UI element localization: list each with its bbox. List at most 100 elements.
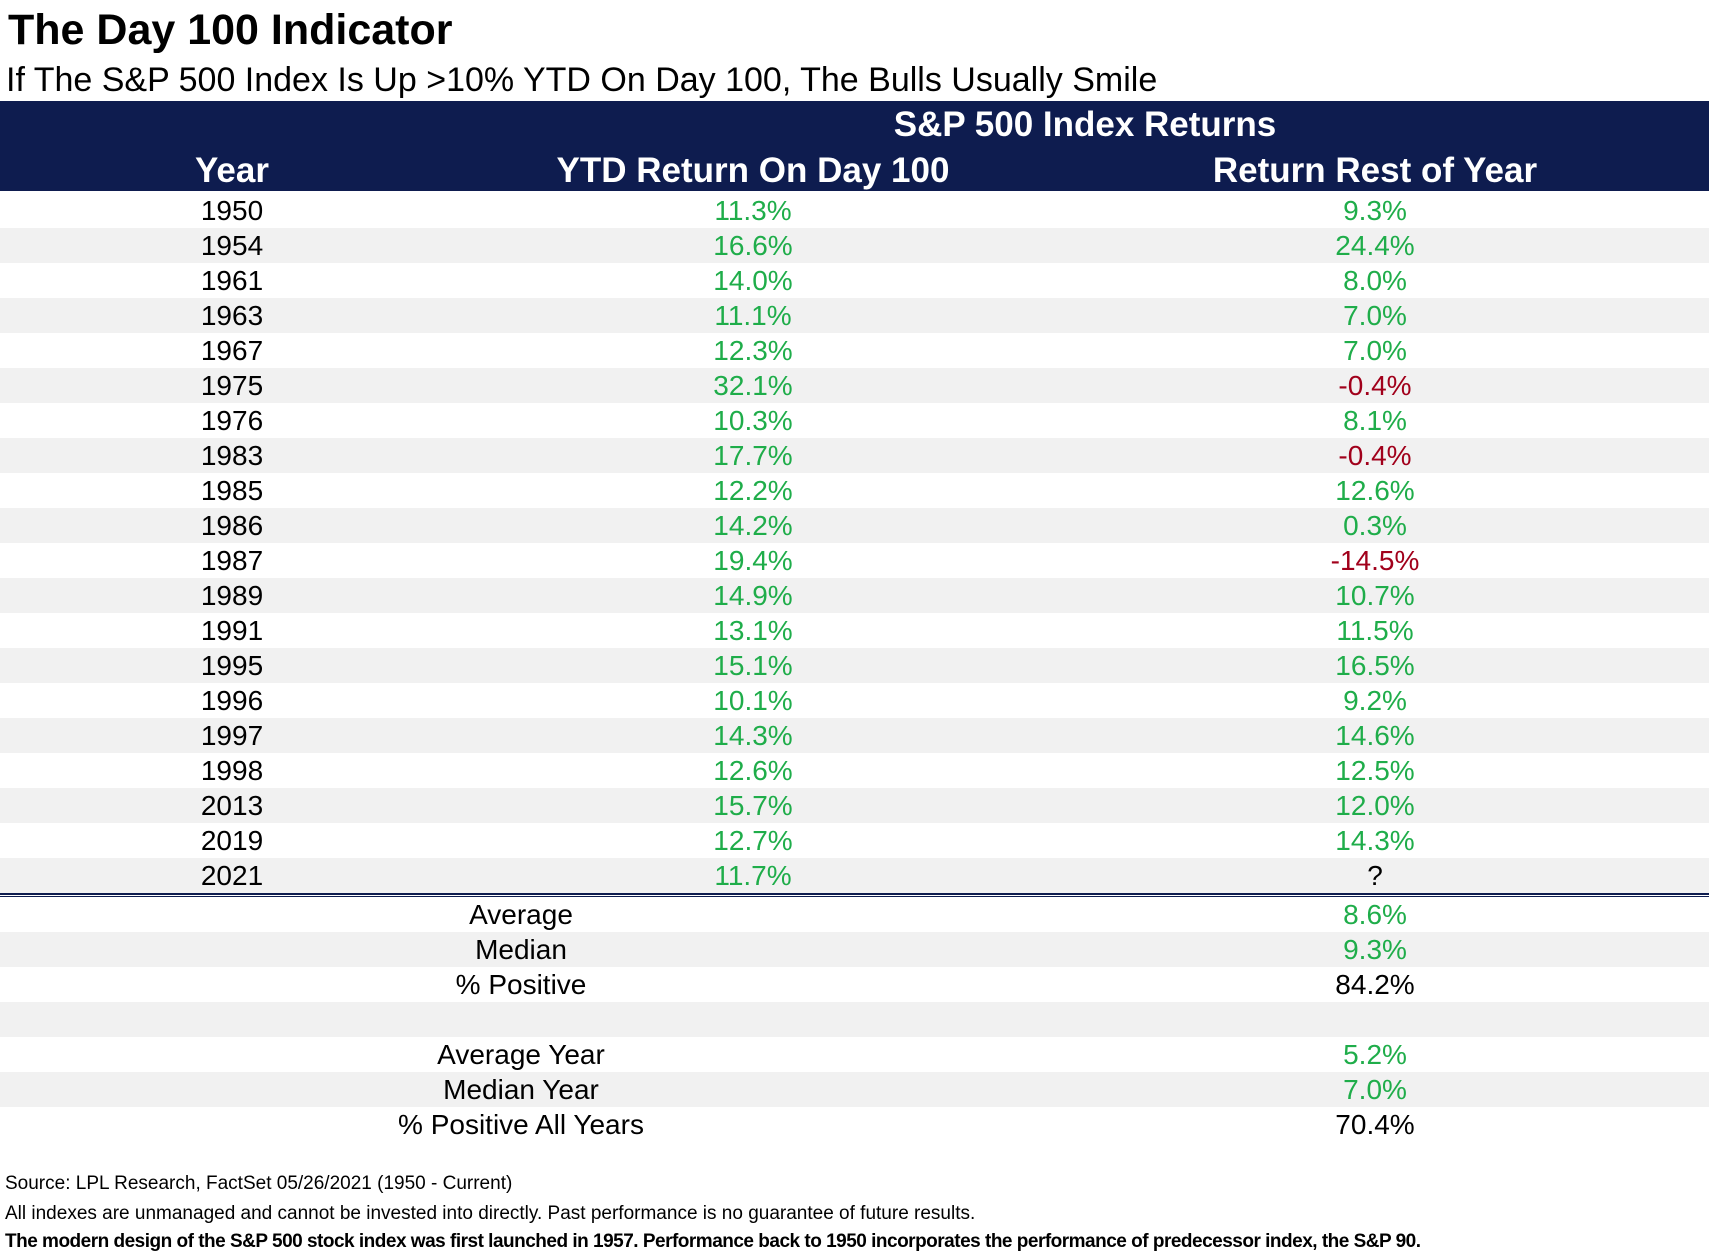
table-row: 1963 11.1% 7.0%: [0, 298, 1709, 333]
summary-value: 7.0%: [1343, 1074, 1407, 1105]
summary-row: [0, 1002, 1709, 1037]
table-row: 1967 12.3% 7.0%: [0, 333, 1709, 368]
year-cell: 1997: [200, 720, 264, 751]
ytd-return-cell: 14.0%: [713, 265, 793, 296]
summary-row: % Positive 84.2%: [0, 967, 1709, 1002]
year-cell: 1995: [200, 650, 264, 681]
year-cell: 1975: [200, 370, 264, 401]
ytd-return-cell: 14.9%: [713, 580, 793, 611]
ytd-return-cell: 12.3%: [713, 335, 793, 366]
rest-of-year-cell: -14.5%: [1330, 545, 1420, 576]
summary-value: 84.2%: [1335, 969, 1415, 1000]
ytd-return-cell: 17.7%: [713, 440, 793, 471]
ytd-return-cell: 12.2%: [713, 475, 793, 506]
rest-of-year-cell: 12.0%: [1335, 790, 1415, 821]
ytd-return-cell: 13.1%: [713, 615, 793, 646]
summary-row: Median 9.3%: [0, 932, 1709, 967]
table-body: 1950 11.3% 9.3% 1954 16.6% 24.4% 1961 14.0% 8.0%…: [0, 193, 1709, 1142]
table-row: 1995 15.1% 16.5%: [0, 648, 1709, 683]
ytd-return-cell: 16.6%: [713, 230, 793, 261]
table-row: 1989 14.9% 10.7%: [0, 578, 1709, 613]
rest-of-year-cell: 7.0%: [1343, 300, 1407, 331]
summary-row: Average Year 5.2%: [0, 1037, 1709, 1072]
ytd-return-cell: 32.1%: [713, 370, 793, 401]
ytd-return-cell: 11.1%: [714, 300, 792, 331]
summary-row: % Positive All Years 70.4%: [0, 1107, 1709, 1142]
table-row: 1975 32.1% -0.4%: [0, 368, 1709, 403]
rest-of-year-cell: 11.5%: [1336, 615, 1414, 646]
summary-divider: [0, 893, 1709, 897]
year-cell: 1954: [200, 230, 264, 261]
history-note: The modern design of the S&P 500 stock i…: [5, 1231, 1421, 1252]
year-cell: 1986: [200, 510, 264, 541]
year-cell: 1976: [200, 405, 264, 436]
table-row: 1961 14.0% 8.0%: [0, 263, 1709, 298]
page-subtitle: If The S&P 500 Index Is Up >10% YTD On D…: [6, 61, 1158, 99]
ytd-return-cell: 10.3%: [713, 405, 793, 436]
year-cell: 1950: [200, 195, 264, 226]
year-cell: 1991: [200, 615, 264, 646]
year-cell: 1987: [200, 545, 264, 576]
summary-label: Median: [475, 934, 567, 965]
table-row: 1950 11.3% 9.3%: [0, 193, 1709, 228]
column-header-year: Year: [195, 151, 269, 190]
summary-label: % Positive: [455, 969, 587, 1000]
summary-label: Average: [469, 899, 573, 930]
disclaimer-note: All indexes are unmanaged and cannot be …: [5, 1203, 976, 1224]
rest-of-year-cell: 16.5%: [1335, 650, 1415, 681]
rest-of-year-cell: ?: [1367, 860, 1383, 891]
rest-of-year-cell: 10.7%: [1335, 580, 1415, 611]
summary-value: 8.6%: [1343, 899, 1407, 930]
rest-of-year-cell: -0.4%: [1338, 440, 1412, 471]
page-title: The Day 100 Indicator: [8, 6, 453, 54]
year-cell: 2019: [200, 825, 264, 856]
ytd-return-cell: 12.6%: [713, 755, 793, 786]
group-header: S&P 500 Index Returns: [893, 105, 1277, 144]
table-row: 1985 12.2% 12.6%: [0, 473, 1709, 508]
ytd-return-cell: 14.2%: [713, 510, 793, 541]
rest-of-year-cell: 14.6%: [1335, 720, 1415, 751]
ytd-return-cell: 12.7%: [713, 825, 793, 856]
year-cell: 2013: [200, 790, 264, 821]
table-row: 1996 10.1% 9.2%: [0, 683, 1709, 718]
year-cell: 1996: [200, 685, 264, 716]
table-row: 1986 14.2% 0.3%: [0, 508, 1709, 543]
rest-of-year-cell: 14.3%: [1335, 825, 1415, 856]
year-cell: 1998: [200, 755, 264, 786]
table-row: 2019 12.7% 14.3%: [0, 823, 1709, 858]
table-row: 1997 14.3% 14.6%: [0, 718, 1709, 753]
rest-of-year-cell: 0.3%: [1343, 510, 1407, 541]
ytd-return-cell: 15.7%: [713, 790, 793, 821]
rest-of-year-cell: 8.1%: [1343, 405, 1407, 436]
rest-of-year-cell: 12.5%: [1335, 755, 1415, 786]
rest-of-year-cell: 12.6%: [1335, 475, 1415, 506]
summary-value: 70.4%: [1335, 1109, 1415, 1140]
summary-value: 9.3%: [1343, 934, 1407, 965]
rest-of-year-cell: 9.3%: [1343, 195, 1407, 226]
table-row: 2013 15.7% 12.0%: [0, 788, 1709, 823]
summary-label: Median Year: [443, 1074, 599, 1105]
ytd-return-cell: 14.3%: [713, 720, 793, 751]
ytd-return-cell: 19.4%: [713, 545, 793, 576]
summary-value: 5.2%: [1343, 1039, 1407, 1070]
table-row: 1954 16.6% 24.4%: [0, 228, 1709, 263]
table-row: 1976 10.3% 8.1%: [0, 403, 1709, 438]
rest-of-year-cell: 7.0%: [1343, 335, 1407, 366]
year-cell: 1985: [200, 475, 264, 506]
rest-of-year-cell: 24.4%: [1335, 230, 1415, 261]
rest-of-year-cell: 8.0%: [1343, 265, 1407, 296]
table-row: 1983 17.7% -0.4%: [0, 438, 1709, 473]
summary-label: Average Year: [437, 1039, 605, 1070]
year-cell: 1989: [200, 580, 264, 611]
ytd-return-cell: 11.3%: [714, 195, 792, 226]
table-row: 1998 12.6% 12.5%: [0, 753, 1709, 788]
ytd-return-cell: 10.1%: [713, 685, 793, 716]
summary-row: Average 8.6%: [0, 897, 1709, 932]
column-header-rest: Return Rest of Year: [1212, 151, 1538, 190]
year-cell: 2021: [200, 860, 264, 891]
rest-of-year-cell: -0.4%: [1338, 370, 1412, 401]
year-cell: 1967: [200, 335, 264, 366]
ytd-return-cell: 15.1%: [713, 650, 793, 681]
year-cell: 1961: [200, 265, 264, 296]
year-cell: 1963: [200, 300, 264, 331]
